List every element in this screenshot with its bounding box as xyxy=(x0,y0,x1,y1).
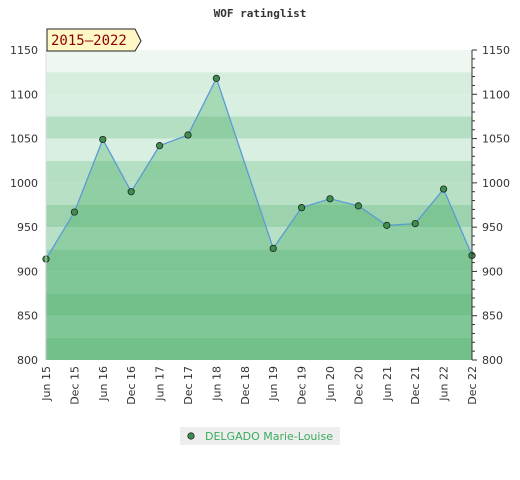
band xyxy=(46,315,472,338)
data-point xyxy=(184,131,192,139)
y-tick-label-right: 800 xyxy=(482,354,503,367)
data-point xyxy=(297,204,306,212)
band xyxy=(46,50,472,73)
x-tick-label: Dec 18 xyxy=(239,366,252,405)
left-axis: 800 850 900 950 1000 1050 1100 1150 xyxy=(10,44,47,367)
right-axis: 800 850 900 950 1000 1050 1100 1150 xyxy=(471,44,510,367)
band xyxy=(46,72,472,95)
band xyxy=(46,182,472,205)
band xyxy=(46,227,472,250)
data-point xyxy=(354,202,362,210)
series-markers xyxy=(42,74,476,263)
y-tick-label-right: 1100 xyxy=(482,88,510,101)
y-tick-label-left: 1000 xyxy=(10,177,38,190)
background-bands xyxy=(46,50,472,360)
x-tick-label: Dec 22 xyxy=(466,366,479,405)
data-point xyxy=(127,188,135,196)
x-tick-label: Dec 16 xyxy=(125,366,138,405)
band xyxy=(46,293,472,316)
y-tick-label-left: 1150 xyxy=(10,44,38,57)
period-badge-shape xyxy=(46,28,142,52)
legend-label: DELGADO Marie-Louise xyxy=(205,430,333,443)
x-tick-label: Jun 18 xyxy=(210,366,223,402)
band xyxy=(46,249,472,272)
x-tick-label: Jun 16 xyxy=(97,366,110,402)
period-badge-label: 2015–2022 xyxy=(51,33,127,49)
y-tick-label-right: 950 xyxy=(482,221,503,234)
x-tick-label: Dec 15 xyxy=(68,366,81,405)
x-tick-label: Jun 21 xyxy=(381,366,394,402)
y-tick-label-left: 800 xyxy=(17,354,38,367)
y-tick-label-left: 950 xyxy=(17,221,38,234)
x-tick-label: Jun 15 xyxy=(40,366,53,402)
x-tick-label: Dec 20 xyxy=(352,366,365,405)
data-point xyxy=(383,221,391,229)
x-tick-label: Dec 19 xyxy=(296,366,309,405)
band xyxy=(46,94,472,117)
band xyxy=(46,271,472,294)
band xyxy=(46,337,472,360)
series-area xyxy=(46,78,472,360)
data-point xyxy=(212,74,220,82)
y-tick-label-right: 1050 xyxy=(482,133,510,146)
y-tick-label-right: 1000 xyxy=(482,177,510,190)
x-tick-label: Jun 19 xyxy=(267,366,280,402)
legend-box xyxy=(180,427,340,445)
data-point xyxy=(156,142,164,150)
band xyxy=(46,160,472,183)
data-point xyxy=(411,220,419,228)
y-tick-label-left: 1100 xyxy=(10,88,38,101)
x-tick-label: Dec 21 xyxy=(409,366,422,405)
band xyxy=(46,116,472,139)
x-tick-label: Jun 20 xyxy=(324,366,337,402)
legend: DELGADO Marie-Louise xyxy=(180,427,340,445)
period-badge: 2015–2022 xyxy=(46,28,142,52)
legend-marker xyxy=(187,432,195,440)
y-tick-label-left: 850 xyxy=(17,310,38,323)
data-point xyxy=(439,185,448,193)
data-point xyxy=(326,195,334,203)
data-point xyxy=(70,208,79,216)
x-tick-label: Jun 22 xyxy=(438,366,451,402)
data-point xyxy=(269,244,277,252)
data-point xyxy=(99,135,107,144)
x-axis: Jun 15 Dec 15 Jun 16 Dec 16 Jun 17 Dec 17 Jun … xyxy=(40,366,479,405)
y-tick-label-right: 900 xyxy=(482,265,503,278)
chart-title: WOF ratinglist xyxy=(214,7,307,20)
x-tick-label: Dec 17 xyxy=(182,366,195,405)
x-tick-label: Jun 17 xyxy=(154,366,167,402)
y-tick-label-left: 1050 xyxy=(10,133,38,146)
band xyxy=(46,138,472,161)
y-tick-label-left: 900 xyxy=(17,265,38,278)
y-tick-label-right: 850 xyxy=(482,310,503,323)
y-tick-label-right: 1150 xyxy=(482,44,510,57)
